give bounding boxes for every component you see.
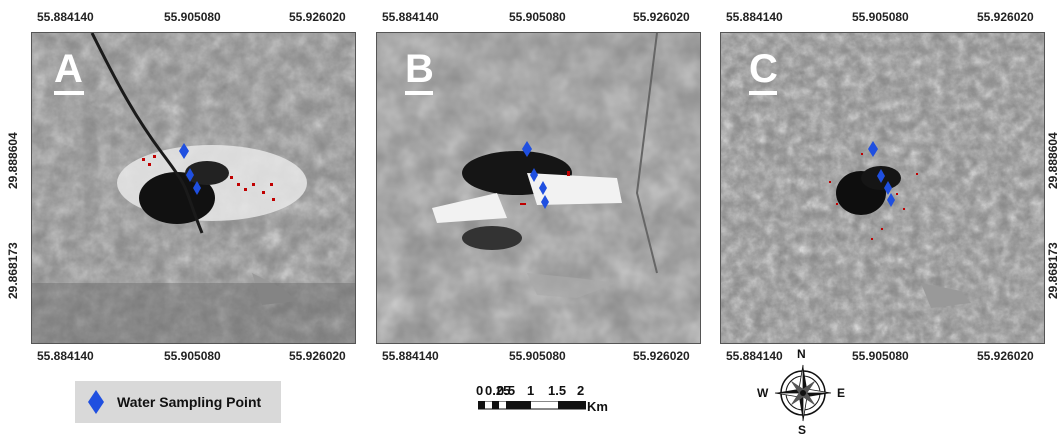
panel-a-top-tick-1: 55.884140 (37, 10, 94, 24)
panel-c-bottom-tick-3: 55.926020 (977, 349, 1034, 363)
panel-b-top-tick-1: 55.884140 (382, 10, 439, 24)
panel-a-left-tick-1: 29.888604 (6, 132, 20, 189)
compass-w: W (757, 386, 769, 400)
panel-c-top-tick-2: 55.905080 (852, 10, 909, 24)
panel-c-top-tick-3: 55.926020 (977, 10, 1034, 24)
legend-label: Water Sampling Point (117, 394, 262, 410)
panel-b-top-tick-3: 55.926020 (633, 10, 690, 24)
panel-b-bottom-tick-3: 55.926020 (633, 349, 690, 363)
panel-b-label-underline (405, 91, 433, 95)
scale-tick-1: 1 (527, 383, 535, 398)
map-panel-c-image (721, 33, 1044, 343)
scale-bar-graphic (478, 401, 586, 410)
compass-s: S (798, 423, 807, 437)
panel-b-top-tick-2: 55.905080 (509, 10, 566, 24)
scale-tick-0-25: 0.25 (485, 383, 511, 398)
panel-c-bottom-tick-1: 55.884140 (726, 349, 783, 363)
panel-a-bottom-tick-1: 55.884140 (37, 349, 94, 363)
panel-a-label: A (54, 47, 83, 91)
map-panel-c: C (720, 32, 1045, 344)
map-panel-b-image (377, 33, 700, 343)
panel-a-bottom-tick-2: 55.905080 (164, 349, 221, 363)
panel-a-label-underline (54, 91, 84, 95)
legend: Water Sampling Point (75, 381, 281, 423)
scale-tick-0: 0 (476, 383, 484, 398)
panel-c-label: C (749, 47, 778, 91)
panel-c-bottom-tick-2: 55.905080 (852, 349, 909, 363)
panel-c-label-underline (749, 91, 777, 95)
compass-e: E (837, 386, 846, 400)
map-panel-b: B (376, 32, 701, 344)
scale-tick-2: 2 (577, 383, 585, 398)
panel-b-bottom-tick-1: 55.884140 (382, 349, 439, 363)
scale-tick-0-5: 0.5 (497, 383, 516, 398)
panel-a-left-tick-2: 29.868173 (6, 242, 20, 299)
compass-rose-icon (774, 364, 832, 422)
map-panel-a-image (32, 33, 355, 343)
blue-diamond-icon (88, 390, 104, 414)
panel-c-right-tick-2: 29.868173 (1046, 242, 1060, 299)
panel-b-label: B (405, 47, 434, 91)
scale-tick-1-5: 1.5 (548, 383, 567, 398)
scale-unit: Km (587, 399, 608, 414)
panel-b-bottom-tick-2: 55.905080 (509, 349, 566, 363)
panel-a-top-tick-2: 55.905080 (164, 10, 221, 24)
panel-a-top-tick-3: 55.926020 (289, 10, 346, 24)
compass-n: N (797, 347, 806, 361)
panel-c-right-tick-1: 29.888604 (1046, 132, 1060, 189)
panel-c-top-tick-1: 55.884140 (726, 10, 783, 24)
panel-a-bottom-tick-3: 55.926020 (289, 349, 346, 363)
map-panel-a: A (31, 32, 356, 344)
